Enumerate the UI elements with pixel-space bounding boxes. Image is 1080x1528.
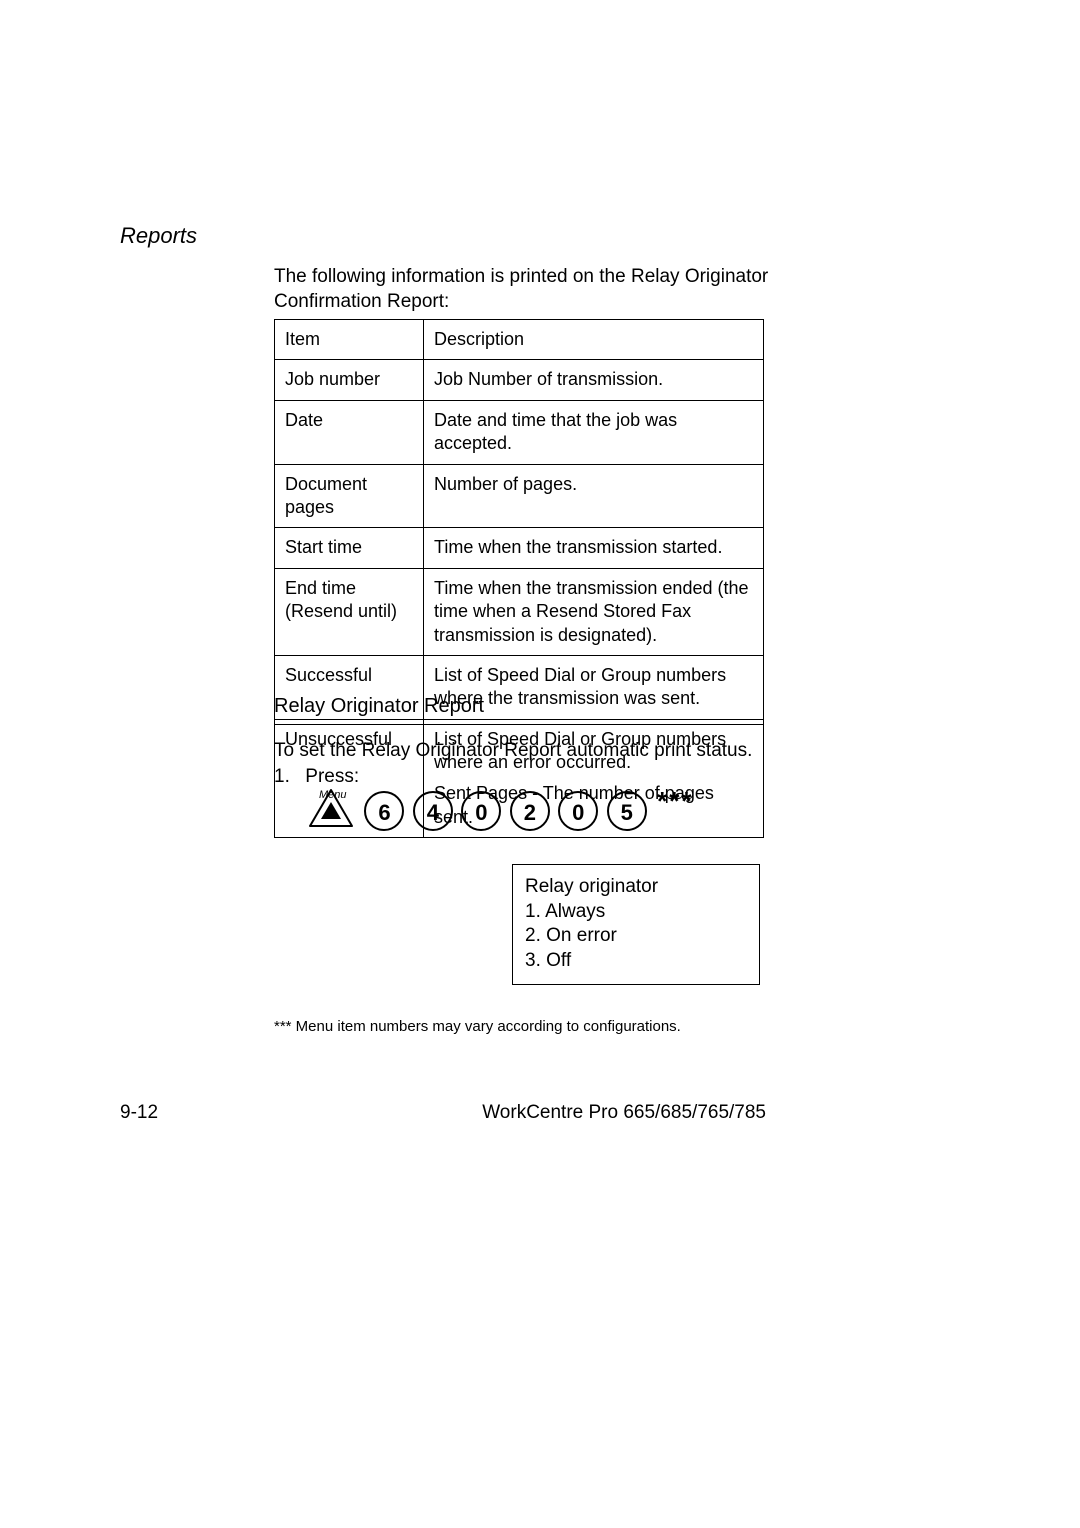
press-label: Press: [305,766,359,787]
keypad-button: 2 [510,791,550,831]
table-cell-desc: Date and time that the job was accepted. [424,400,764,464]
display-option: 2. On error [525,924,747,949]
press-line: 1. Press: [274,766,359,788]
footnote-text: *** Menu item numbers may vary according… [274,1018,681,1035]
table-cell-item: Start time [275,528,424,568]
table-cell-desc: Job Number of transmission. [424,360,764,400]
table-row: Item Description [275,320,764,360]
keypad-button: 0 [461,791,501,831]
keypad-button: 4 [413,791,453,831]
table-cell-desc: Time when the transmission started. [424,528,764,568]
table-cell-item: Item [275,320,424,360]
table-row: Start time Time when the transmission st… [275,528,764,568]
table-cell-item: Job number [275,360,424,400]
document-page: Reports The following information is pri… [0,0,1080,1528]
table-cell-desc: Description [424,320,764,360]
sub-heading: Relay Originator Report [274,695,764,725]
keypad-button: 5 [607,791,647,831]
table-cell-desc: Number of pages. [424,464,764,528]
table-row: Document pages Number of pages. [275,464,764,528]
table-cell-item: Date [275,400,424,464]
button-sequence: 6 4 0 2 0 5 *** [306,786,694,846]
set-text: To set the Relay Originator Report autom… [274,740,752,762]
intro-text: The following information is printed on … [274,265,774,314]
display-title: Relay originator [525,875,747,900]
page-number: 9-12 [120,1102,158,1124]
display-option: 3. Off [525,949,747,974]
table-cell-desc: Time when the transmission ended (the ti… [424,568,764,655]
table-row: Date Date and time that the job was acce… [275,400,764,464]
table-cell-item: Document pages [275,464,424,528]
table-row: Job number Job Number of transmission. [275,360,764,400]
section-title: Reports [120,223,197,249]
menu-triangle-icon [306,786,356,835]
table-row: End time (Resend until) Time when the tr… [275,568,764,655]
display-box: Relay originator 1. Always 2. On error 3… [512,864,760,985]
display-option: 1. Always [525,900,747,925]
stars-footnote-marker: *** [657,786,693,816]
product-name: WorkCentre Pro 665/685/765/785 [482,1102,766,1124]
table-cell-item: End time (Resend until) [275,568,424,655]
keypad-button: 6 [364,791,404,831]
keypad-button: 0 [558,791,598,831]
list-number: 1. [274,766,300,788]
